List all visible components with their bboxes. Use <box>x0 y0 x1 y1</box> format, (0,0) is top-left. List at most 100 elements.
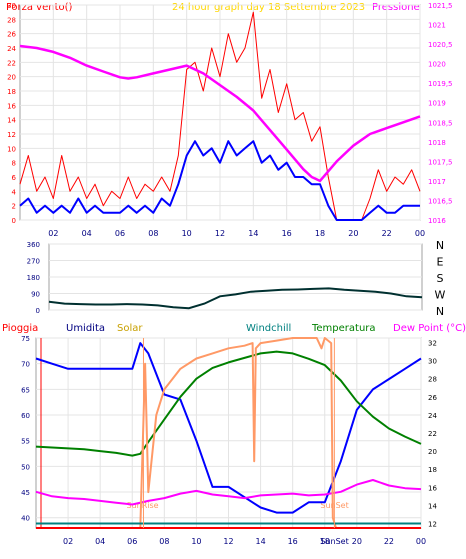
temperature-tick-label: 18 <box>428 466 437 474</box>
temperature-tick-label: 28 <box>428 376 437 384</box>
pressure-tick-label: 1018 <box>428 139 446 147</box>
wind-tick-label: 12 <box>7 131 16 139</box>
humidity-tick-label: 40 <box>21 515 30 523</box>
humidity-header-label: Pioggia <box>2 323 38 334</box>
humidity-x-tick-label: 12 <box>223 537 233 546</box>
wind-x-tick-label: 00 <box>415 229 425 238</box>
direction-tick-label: 360 <box>27 241 40 249</box>
temperature-tick-label: 32 <box>428 340 437 348</box>
humidity-tick-label: 50 <box>21 463 30 471</box>
direction-compass-label: S <box>437 272 444 285</box>
direction-tick-label: 90 <box>31 291 40 299</box>
header-center: 24 hour graph day 18 Settembre 2023 <box>172 2 365 13</box>
humidity-tick-label: 55 <box>21 438 30 446</box>
humidity-header-label: Umidita <box>66 323 105 334</box>
wind-tick-label: 4 <box>12 188 17 196</box>
series-vento-medio <box>19 140 420 221</box>
wind-x-tick-label: 16 <box>282 229 292 238</box>
direction-compass-label: N <box>436 305 444 318</box>
wind-x-tick-label: 12 <box>215 229 225 238</box>
direction-compass-label: E <box>437 256 444 269</box>
header-left: Forza vento() <box>6 2 73 13</box>
wind-tick-label: 16 <box>7 102 16 110</box>
wind-x-tick-label: 08 <box>148 229 158 238</box>
pressure-tick-label: 1017 <box>428 178 446 186</box>
axes-layer: 02468101214161820222426283010161016,5101… <box>7 2 452 546</box>
direction-compass-label: N <box>436 239 444 252</box>
temperature-tick-label: 16 <box>428 484 437 492</box>
temperature-tick-label: 20 <box>428 448 437 456</box>
humidity-x-tick-label: 08 <box>159 537 169 546</box>
humidity-tick-label: 65 <box>21 386 30 394</box>
humidity-tick-label: 75 <box>21 335 30 343</box>
series-pressione <box>19 44 421 183</box>
pressure-tick-label: 1019,5 <box>428 80 453 88</box>
direction-tick-label: 0 <box>36 307 40 315</box>
temperature-tick-label: 26 <box>428 394 437 402</box>
pressure-tick-label: 1021,5 <box>428 2 453 10</box>
humidity-x-tick-label: 10 <box>191 537 201 546</box>
wind-tick-label: 22 <box>7 59 16 67</box>
humidity-panel-header: Pioggia Umidita Solar Windchill Temperatura D… <box>2 323 466 334</box>
humidity-x-tick-label: 02 <box>63 537 73 546</box>
sunrise-label: SunRise <box>126 501 158 510</box>
temperature-tick-label: 24 <box>428 412 437 420</box>
sunset-x-label: SunSet <box>320 537 348 546</box>
wind-tick-label: 2 <box>12 203 16 211</box>
wind-x-tick-label: 02 <box>48 229 58 238</box>
wind-tick-label: 8 <box>12 160 16 168</box>
header-right: Pressione <box>372 2 420 13</box>
wind-tick-label: 26 <box>7 31 16 39</box>
temperature-tick-label: 14 <box>428 502 437 510</box>
humidity-tick-label: 45 <box>21 489 30 497</box>
pressure-tick-label: 1016,5 <box>428 197 453 205</box>
wind-tick-label: 30 <box>7 2 16 10</box>
temperature-tick-label: 22 <box>428 430 437 438</box>
wind-x-tick-label: 20 <box>348 229 358 238</box>
temperature-tick-label: 30 <box>428 358 437 366</box>
wind-tick-label: 14 <box>7 117 16 125</box>
pressure-tick-label: 1018,5 <box>428 119 453 127</box>
wind-tick-label: 10 <box>7 145 16 153</box>
direction-tick-label: 270 <box>27 258 40 266</box>
humidity-tick-label: 60 <box>21 412 30 420</box>
series-solar <box>36 337 421 529</box>
series-layer <box>19 11 423 529</box>
wind-tick-label: 18 <box>7 88 16 96</box>
humidity-x-tick-label: 20 <box>352 537 362 546</box>
humidity-x-tick-label: 16 <box>288 537 298 546</box>
pressure-tick-label: 1020,5 <box>428 41 453 49</box>
humidity-tick-label: 70 <box>21 361 30 369</box>
wind-x-tick-label: 10 <box>182 229 192 238</box>
humidity-x-tick-label: 22 <box>384 537 394 546</box>
wind-x-tick-label: 22 <box>382 229 392 238</box>
wind-tick-label: 20 <box>7 74 16 82</box>
series-dew-point-c- <box>35 479 422 506</box>
wind-x-tick-label: 04 <box>82 229 92 238</box>
series-temperatura <box>35 350 422 457</box>
wind-x-tick-label: 06 <box>115 229 125 238</box>
humidity-x-tick-label: 06 <box>127 537 137 546</box>
humidity-x-tick-label: 04 <box>95 537 105 546</box>
wind-x-tick-label: 14 <box>248 229 258 238</box>
direction-tick-label: 180 <box>27 274 40 282</box>
pressure-tick-label: 1017,5 <box>428 158 453 166</box>
humidity-header-label: Windchill <box>246 323 291 334</box>
temperature-tick-label: 12 <box>428 520 437 528</box>
humidity-x-tick-label: 00 <box>416 537 426 546</box>
series-umidita <box>35 342 422 514</box>
pressure-tick-label: 1016 <box>428 217 446 225</box>
humidity-header-label: Temperatura <box>311 323 376 334</box>
wind-tick-label: 0 <box>12 217 16 225</box>
wind-tick-label: 6 <box>12 174 17 182</box>
humidity-x-tick-label: 14 <box>255 537 265 546</box>
humidity-x-tick-label: 18 <box>320 537 330 546</box>
wind-x-tick-label: 18 <box>315 229 325 238</box>
wind-tick-label: 28 <box>7 16 16 24</box>
pressure-tick-label: 1021 <box>428 22 446 30</box>
humidity-header-label: Dew Point (°C) <box>393 323 466 334</box>
wind-tick-label: 24 <box>7 45 16 53</box>
humidity-header-label: Solar <box>117 323 143 334</box>
